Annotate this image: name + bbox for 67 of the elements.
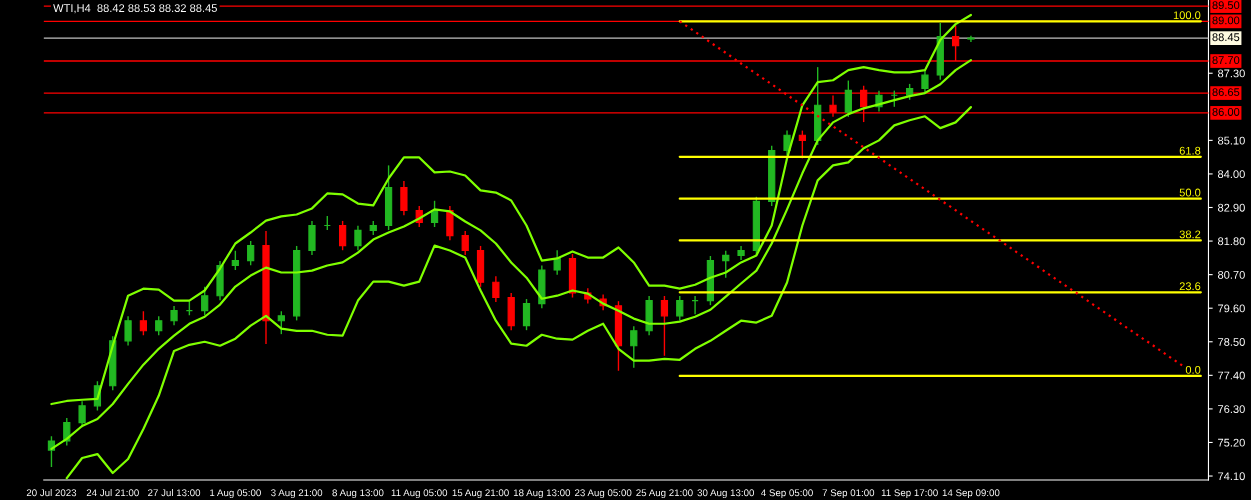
candlestick [630,325,638,369]
y-tick-label: 85.10 [1217,136,1245,145]
x-tick-label: 4 Sep 05:00 [761,489,813,499]
candlestick [124,315,132,347]
x-tick-label: 23 Aug 05:00 [574,489,632,499]
x-tick-label: 7 Sep 01:00 [822,489,875,499]
candlestick [247,240,255,266]
candlestick [231,250,239,271]
candlestick [844,79,852,118]
chart-title: WTI,H4 88.42 88.53 88.32 88.45 [53,4,217,14]
candlestick [722,250,730,279]
candlestick [783,129,791,156]
candlestick [354,225,362,251]
ref-line-label: 87.70 [1212,56,1240,65]
x-tick-label: 14 Sep 09:00 [942,489,1000,499]
series-label: 61.8 [1179,146,1201,155]
candlestick [139,310,148,337]
y-tick-label: 78.50 [1218,338,1245,346]
x-tick-label: 11 Sep 17:00 [881,489,938,499]
candlestick [921,69,929,94]
candlestick [492,275,500,303]
ref-line-label: 89.00 [1212,16,1240,25]
x-tick-label: 30 Aug 13:00 [697,489,755,499]
y-tick-label: 81.80 [1217,237,1245,246]
y-tick-label: 75.20 [1218,438,1245,447]
ref-line-label: 86.65 [1212,88,1240,97]
line-series [65,106,973,480]
candlestick [155,315,163,337]
candlestick [553,249,561,276]
x-tick-label: 8 Aug 13:00 [332,489,384,499]
candlestick [338,220,347,251]
x-tick-label: 11 Aug 05:00 [391,489,448,499]
series-label: 23.6 [1179,282,1201,291]
y-tick-label: 74.10 [1218,472,1245,481]
series-label: 100.0 [1173,11,1201,20]
y-tick-label: 76.30 [1218,405,1245,414]
ref-line-label: 86.00 [1212,108,1240,116]
candlestick [78,400,86,428]
line-series [50,13,973,406]
x-tick-label: 27 Jul 13:00 [148,489,201,497]
series-label: 50.0 [1179,188,1201,197]
series-label: 0.0 [1185,365,1201,374]
y-tick-label: 82.90 [1217,203,1245,212]
ref-line-label: 89.50 [1212,1,1240,10]
series-label: 38.2 [1179,230,1201,239]
candlestick [170,305,178,326]
y-tick-label: 79.60 [1218,304,1245,313]
x-tick-label: 20 Jul 2023 [26,489,77,497]
candlestick [522,298,531,331]
candlestick [461,230,469,256]
x-tick-label: 3 Aug 21:00 [271,489,323,499]
y-tick-label: 80.70 [1217,270,1245,279]
candlestick [676,295,684,322]
candlestick [277,310,285,335]
candlestick [47,435,56,468]
y-tick-label: 77.40 [1218,371,1245,380]
x-tick-label: 18 Aug 13:00 [513,489,571,499]
x-tick-label: 1 Aug 05:00 [210,489,261,499]
candlestick [201,286,209,316]
x-tick-label: 24 Jul 21:00 [86,489,139,497]
y-tick-label: 84.00 [1217,170,1245,179]
ref-line-label: 88.45 [1212,33,1240,42]
x-tick-label: 15 Aug 21:00 [452,489,509,499]
candlestick [660,295,669,357]
x-tick-label: 25 Aug 21:00 [636,489,693,499]
y-tick-label: 87.30 [1217,69,1245,78]
candlestick [400,180,408,216]
